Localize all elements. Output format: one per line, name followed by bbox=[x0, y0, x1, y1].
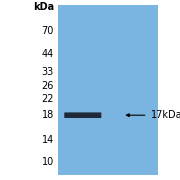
Text: 17kDa: 17kDa bbox=[151, 110, 180, 120]
Text: 18: 18 bbox=[42, 110, 54, 120]
Text: 44: 44 bbox=[42, 49, 54, 59]
Text: 22: 22 bbox=[42, 94, 54, 104]
Text: kDa: kDa bbox=[33, 2, 54, 12]
Bar bbox=[58, 5, 158, 175]
Text: 70: 70 bbox=[42, 26, 54, 36]
Text: 26: 26 bbox=[42, 81, 54, 91]
Text: 14: 14 bbox=[42, 135, 54, 145]
Text: 33: 33 bbox=[42, 67, 54, 77]
FancyBboxPatch shape bbox=[64, 112, 101, 118]
Text: 10: 10 bbox=[42, 157, 54, 167]
